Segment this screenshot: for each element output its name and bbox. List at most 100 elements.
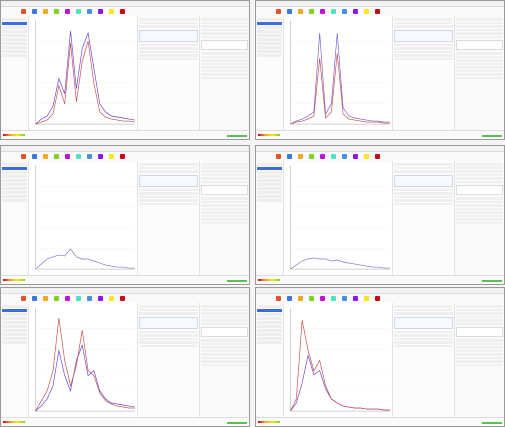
toolbar-icon-4[interactable] xyxy=(309,9,314,14)
setting-row[interactable] xyxy=(201,221,248,224)
sample-list-row[interactable] xyxy=(257,187,282,190)
toolbar-icon-4[interactable] xyxy=(309,154,314,159)
spectrum-plot[interactable] xyxy=(284,16,392,131)
setting-row[interactable] xyxy=(201,363,248,366)
sample-list-row[interactable] xyxy=(2,321,27,324)
setting-row[interactable] xyxy=(201,21,248,24)
toolbar-icon-4[interactable] xyxy=(54,296,59,301)
toolbar-icon-8[interactable] xyxy=(98,296,103,301)
toolbar-icon-8[interactable] xyxy=(353,9,358,14)
setting-row[interactable] xyxy=(456,35,503,38)
sample-list-row[interactable] xyxy=(2,22,27,25)
setting-row[interactable] xyxy=(201,18,248,21)
sample-list-row[interactable] xyxy=(257,313,282,316)
toolbar-icon-2[interactable] xyxy=(287,9,292,14)
toolbar-icon-2[interactable] xyxy=(32,296,37,301)
menu-bar[interactable] xyxy=(256,146,504,152)
setting-row[interactable] xyxy=(456,173,503,176)
toolbar-icon-5[interactable] xyxy=(65,9,70,14)
sample-list[interactable] xyxy=(1,16,29,131)
toolbar-icon-1[interactable] xyxy=(21,9,26,14)
toolbar-icon-7[interactable] xyxy=(342,154,347,159)
sample-list-row[interactable] xyxy=(2,34,27,37)
menu-bar[interactable] xyxy=(1,1,249,7)
setting-row[interactable] xyxy=(201,32,248,35)
app-window-5[interactable] xyxy=(0,287,250,427)
setting-row[interactable] xyxy=(456,62,503,65)
toolbar-icon-3[interactable] xyxy=(43,154,48,159)
sample-list-row[interactable] xyxy=(257,325,282,328)
app-window-4[interactable] xyxy=(255,145,505,285)
setting-row[interactable] xyxy=(456,322,503,325)
setting-row[interactable] xyxy=(456,32,503,35)
app-window-2[interactable] xyxy=(255,0,505,140)
sample-list-row[interactable] xyxy=(2,46,27,49)
sample-list-row[interactable] xyxy=(2,50,27,53)
setting-row[interactable] xyxy=(456,200,503,203)
sample-list-row[interactable] xyxy=(2,199,27,202)
spectrum-plot[interactable] xyxy=(29,161,137,276)
app-window-1[interactable] xyxy=(0,0,250,140)
toolbar-icon-4[interactable] xyxy=(309,296,314,301)
setting-row[interactable] xyxy=(201,356,248,359)
setting-row[interactable] xyxy=(456,170,503,173)
setting-row[interactable] xyxy=(201,55,248,58)
sample-list-row[interactable] xyxy=(2,54,27,57)
sample-list-row[interactable] xyxy=(2,329,27,332)
sample-list-row[interactable] xyxy=(257,199,282,202)
toolbar-icon-3[interactable] xyxy=(43,296,48,301)
toolbar-icon-4[interactable] xyxy=(54,154,59,159)
setting-row[interactable] xyxy=(456,346,503,349)
setting-row[interactable] xyxy=(456,349,503,352)
setting-row[interactable] xyxy=(456,353,503,356)
sample-list-row[interactable] xyxy=(2,191,27,194)
menu-bar[interactable] xyxy=(1,288,249,294)
setting-row[interactable] xyxy=(456,55,503,58)
sample-list[interactable] xyxy=(1,303,29,418)
sample-list[interactable] xyxy=(256,303,284,418)
toolbar-icon-1[interactable] xyxy=(276,9,281,14)
toolbar-icon-10[interactable] xyxy=(375,154,380,159)
sample-list-row[interactable] xyxy=(2,333,27,336)
sample-list-row[interactable] xyxy=(2,183,27,186)
app-window-6[interactable] xyxy=(255,287,505,427)
setting-row[interactable] xyxy=(456,69,503,72)
toolbar-icon-9[interactable] xyxy=(364,154,369,159)
toolbar-icon-7[interactable] xyxy=(87,9,92,14)
toolbar-icon-3[interactable] xyxy=(298,296,303,301)
setting-row[interactable] xyxy=(201,342,248,345)
settings-panel[interactable] xyxy=(454,161,504,276)
sample-list-row[interactable] xyxy=(2,18,27,21)
setting-row[interactable] xyxy=(201,349,248,352)
setting-row[interactable] xyxy=(456,21,503,24)
setting-row[interactable] xyxy=(201,207,248,210)
toolbar-icon-9[interactable] xyxy=(109,154,114,159)
toolbar-icon-9[interactable] xyxy=(364,296,369,301)
settings-panel[interactable] xyxy=(454,16,504,131)
sample-list-row[interactable] xyxy=(257,195,282,198)
setting-row[interactable] xyxy=(456,197,503,200)
setting-row[interactable] xyxy=(201,166,248,169)
sample-list[interactable] xyxy=(256,161,284,276)
sample-list-row[interactable] xyxy=(257,305,282,308)
toolbar-icon-7[interactable] xyxy=(87,296,92,301)
sample-list-row[interactable] xyxy=(257,179,282,182)
sample-list-row[interactable] xyxy=(257,38,282,41)
setting-row[interactable] xyxy=(201,62,248,65)
setting-row[interactable] xyxy=(201,315,248,318)
sample-list-row[interactable] xyxy=(257,333,282,336)
setting-row[interactable] xyxy=(456,204,503,207)
sample-list-row[interactable] xyxy=(2,30,27,33)
setting-row[interactable] xyxy=(456,52,503,55)
setting-row[interactable] xyxy=(456,319,503,322)
setting-row[interactable] xyxy=(201,211,248,214)
toolbar-icon-8[interactable] xyxy=(353,296,358,301)
sample-list-row[interactable] xyxy=(257,175,282,178)
toolbar-icon-9[interactable] xyxy=(109,9,114,14)
setting-row[interactable] xyxy=(201,76,248,79)
toolbar-icon-2[interactable] xyxy=(32,9,37,14)
setting-row[interactable] xyxy=(201,312,248,315)
setting-row[interactable] xyxy=(201,173,248,176)
spectrum-plot[interactable] xyxy=(284,161,392,276)
setting-row[interactable] xyxy=(456,221,503,224)
